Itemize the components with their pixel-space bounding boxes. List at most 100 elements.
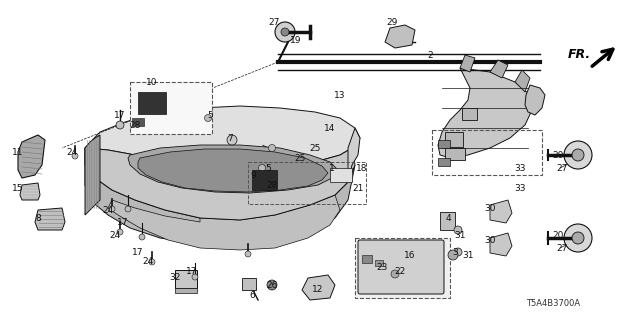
Bar [252, 170, 277, 190]
Text: 25: 25 [294, 154, 306, 163]
Circle shape [275, 22, 295, 42]
Text: 13: 13 [334, 91, 346, 100]
Polygon shape [18, 135, 45, 178]
Text: 17: 17 [117, 218, 129, 227]
Text: 33: 33 [515, 183, 525, 193]
Text: 26: 26 [266, 281, 278, 290]
Text: 33: 33 [515, 164, 525, 172]
Circle shape [205, 115, 211, 122]
Text: 24: 24 [67, 148, 77, 156]
Text: 24: 24 [109, 230, 120, 239]
Text: 16: 16 [404, 251, 416, 260]
Bar [242, 278, 256, 290]
Bar [462, 108, 477, 120]
Text: 32: 32 [170, 274, 180, 283]
Polygon shape [515, 70, 530, 92]
Circle shape [572, 232, 584, 244]
Text: 20: 20 [552, 150, 564, 159]
Polygon shape [138, 149, 328, 192]
Text: 30: 30 [484, 204, 496, 212]
Circle shape [391, 270, 399, 278]
Bar [438, 140, 450, 148]
Polygon shape [385, 25, 415, 48]
Bar [438, 158, 450, 166]
Text: 2: 2 [427, 51, 433, 60]
Circle shape [564, 224, 592, 252]
Circle shape [572, 149, 584, 161]
Text: 17: 17 [186, 268, 198, 276]
Bar [355, 238, 450, 298]
Circle shape [109, 206, 115, 212]
Text: 25: 25 [309, 143, 321, 153]
Circle shape [227, 135, 237, 145]
Bar [138, 92, 166, 114]
Circle shape [448, 250, 458, 260]
Text: 18: 18 [356, 164, 368, 172]
Text: 7: 7 [227, 133, 233, 142]
Bar [175, 270, 197, 288]
Text: 6: 6 [249, 291, 255, 300]
Circle shape [454, 226, 462, 234]
Bar [330, 168, 352, 182]
Polygon shape [525, 85, 545, 115]
Polygon shape [490, 60, 508, 78]
Circle shape [117, 229, 123, 235]
Bar [445, 148, 465, 160]
Text: 5: 5 [207, 110, 213, 119]
Text: 15: 15 [12, 183, 24, 193]
Text: 31: 31 [462, 251, 474, 260]
Bar [130, 82, 212, 134]
Polygon shape [128, 145, 338, 193]
Bar [362, 255, 372, 263]
Bar [175, 288, 197, 293]
Text: 19: 19 [291, 36, 301, 44]
Text: 10: 10 [147, 77, 157, 86]
Text: 29: 29 [387, 18, 397, 27]
Polygon shape [85, 106, 360, 170]
FancyBboxPatch shape [358, 240, 444, 294]
Circle shape [564, 141, 592, 169]
Text: 22: 22 [394, 268, 406, 276]
Polygon shape [438, 68, 532, 158]
Text: 17: 17 [132, 247, 144, 257]
Bar [375, 260, 383, 266]
Polygon shape [302, 275, 335, 300]
Polygon shape [85, 135, 100, 215]
Text: 8: 8 [35, 213, 41, 222]
Circle shape [125, 206, 131, 212]
Text: FR.: FR. [568, 48, 591, 61]
Text: 27: 27 [556, 244, 568, 252]
Text: 17: 17 [115, 110, 125, 119]
Text: T5A4B3700A: T5A4B3700A [526, 299, 580, 308]
Text: 24: 24 [102, 205, 114, 214]
Text: 20: 20 [552, 230, 564, 239]
Bar [132, 118, 144, 126]
Text: 28: 28 [129, 121, 141, 130]
Polygon shape [348, 128, 360, 182]
Polygon shape [108, 195, 340, 250]
Text: 4: 4 [445, 213, 451, 222]
Polygon shape [35, 208, 65, 230]
Circle shape [139, 234, 145, 240]
Text: 3: 3 [452, 247, 458, 257]
Text: 27: 27 [268, 18, 280, 27]
Text: 24: 24 [142, 258, 154, 267]
Polygon shape [490, 233, 512, 256]
Polygon shape [490, 200, 512, 223]
Bar [440, 212, 455, 230]
Text: 31: 31 [454, 230, 466, 239]
Circle shape [192, 274, 198, 280]
Polygon shape [85, 148, 355, 246]
Text: 12: 12 [312, 285, 324, 294]
Text: 23: 23 [376, 263, 388, 273]
Circle shape [72, 153, 78, 159]
Circle shape [269, 145, 275, 151]
Bar [248, 162, 366, 204]
Circle shape [281, 28, 289, 36]
Text: 11: 11 [12, 148, 24, 156]
Circle shape [267, 280, 277, 290]
Text: 14: 14 [324, 124, 336, 132]
Circle shape [259, 164, 266, 172]
Polygon shape [20, 183, 40, 200]
Polygon shape [85, 148, 355, 220]
